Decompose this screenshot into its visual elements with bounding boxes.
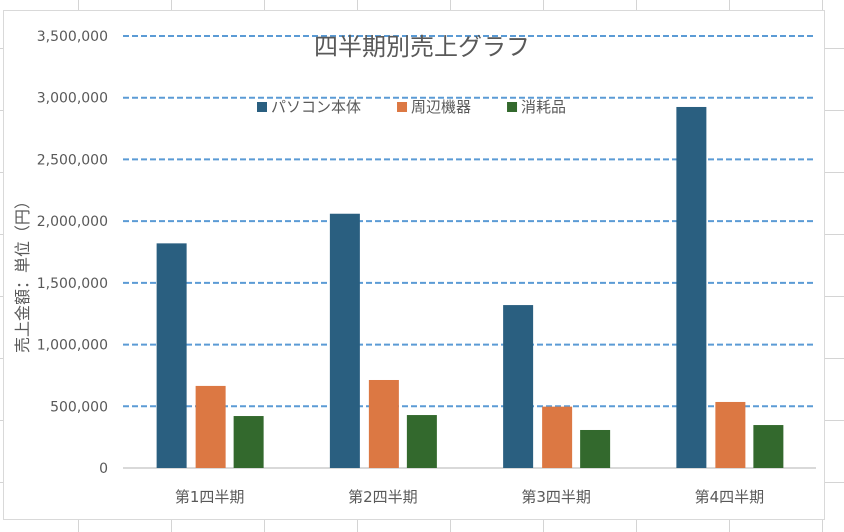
bar-1-2 [542, 406, 573, 468]
bar-0-0 [156, 243, 187, 468]
y-tick-label: 500,000 [50, 399, 108, 415]
chart-title: 四半期別売上グラフ [314, 33, 530, 61]
bar-2-1 [406, 415, 437, 468]
y-tick-label: 1,000,000 [37, 338, 108, 354]
y-tick-label: 1,500,000 [37, 276, 108, 292]
y-tick-label: 2,500,000 [37, 152, 108, 168]
chart-area[interactable]: 0 500,000 1,000,000 1,500,000 2,000,000 2,500… [3, 10, 825, 520]
bar-chart: 0 500,000 1,000,000 1,500,000 2,000,000 2,500… [13, 29, 816, 506]
legend-swatch-0 [257, 102, 267, 112]
bar-1-3 [715, 401, 746, 468]
legend-label-2: 消耗品 [521, 98, 566, 116]
legend-label-0: パソコン本体 [271, 98, 361, 116]
x-tick-label: 第3四半期 [521, 488, 591, 506]
x-tick-label: 第4四半期 [695, 488, 765, 506]
bar-0-2 [503, 305, 534, 468]
bar-0-1 [329, 213, 360, 468]
bar-2-3 [753, 425, 784, 468]
y-axis-title: 売上金額：単位（円） [13, 193, 32, 353]
bar-1-1 [368, 379, 399, 468]
y-tick-label: 0 [99, 461, 108, 477]
bar-1-0 [195, 385, 226, 468]
x-tick-label: 第2四半期 [348, 488, 418, 506]
y-tick-label: 3,500,000 [37, 29, 108, 45]
legend-label-1: 周辺機器 [411, 98, 471, 116]
legend-swatch-2 [507, 102, 518, 112]
y-tick-label: 3,000,000 [37, 91, 108, 107]
bar-0-3 [676, 106, 707, 468]
y-tick-label: 2,000,000 [37, 214, 108, 230]
bar-2-2 [580, 429, 611, 468]
legend-swatch-1 [397, 102, 408, 112]
x-tick-label: 第1四半期 [175, 488, 245, 506]
bar-2-0 [233, 416, 264, 468]
